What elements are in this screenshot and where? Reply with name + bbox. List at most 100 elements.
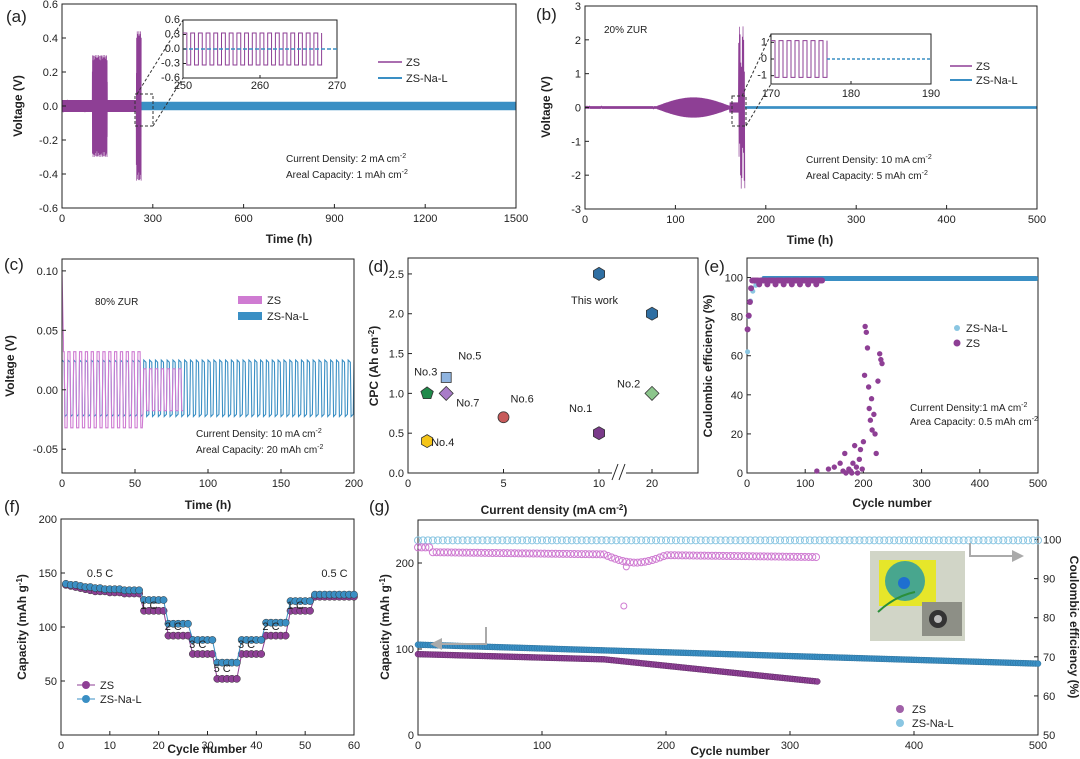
ce-point-zs-na-l	[885, 536, 894, 545]
panel-f-legend: ZS ZS-Na-L	[77, 680, 142, 706]
cpc-point	[593, 266, 605, 281]
inset-y-tick-label: -0.6	[161, 72, 180, 84]
panel-c-annotation-2: Areal Capacity: 20 mAh cm-2	[196, 444, 324, 456]
panel-f: (f) 0 10 20 30 40 50 60 50 100 150 200 0.5 C 1 C 2 C…	[4, 497, 360, 756]
this-work-label: This work	[571, 295, 619, 307]
inset-x-tick-label: 190	[922, 88, 940, 100]
ce-point-zs	[842, 450, 848, 457]
ce-point-zs-na-l	[969, 536, 978, 545]
panel-c-legend: ZS ZS-Na-L	[238, 295, 309, 323]
x-tick-label: 0	[415, 740, 421, 752]
y-tick-label: -3	[571, 204, 581, 216]
panel-e-annotation-1: Current Density:1 mA cm-2	[910, 402, 1027, 414]
y-tick-label: -0.4	[39, 169, 58, 181]
arrow-line	[436, 627, 487, 645]
axis-break-gap	[612, 466, 626, 478]
ce-point-zs-na-l	[914, 536, 923, 545]
legend-nal-marker	[82, 695, 90, 703]
panel-a-inset: 250 260 270 0.6 0.3 0.0 -0.3 -0.6	[134, 14, 346, 127]
ce-point-zs-na-l	[498, 536, 507, 545]
legend-zs-line	[238, 296, 262, 304]
ce-point-zs-na-l	[870, 536, 879, 545]
legend-zs-marker	[896, 705, 904, 713]
ce-point-zs	[745, 312, 752, 319]
panel-d: (d) 0 5 10 200.00.51.01.52.02.5 No.3No.4No.…	[367, 257, 699, 517]
ce-point-zs-na-l	[438, 536, 447, 545]
ce-point-zs	[865, 384, 872, 390]
ce-point-zs-na-l	[825, 536, 834, 545]
ce-point-zs	[825, 466, 832, 472]
ce-point-zs-na-l	[924, 536, 933, 545]
y-tick-label: 20	[731, 429, 743, 441]
ce-point-zs-na-l	[731, 536, 740, 545]
series-zs	[585, 26, 746, 189]
rate-label: 1 C	[140, 600, 157, 612]
y2-tick-label: 90	[1043, 574, 1055, 586]
x-tick-label: 40	[250, 740, 262, 752]
legend-nal-line	[238, 312, 262, 320]
panel-d-frame	[407, 257, 699, 474]
ce-point-zs-na-l	[766, 536, 775, 545]
y-tick-label: -2	[571, 170, 581, 182]
ce-point-zs	[862, 323, 868, 330]
panel-f-rate-labels: 0.5 C 1 C 2 C 3 C 5 C 3 C 2 C 1 C 0.5 C	[87, 568, 348, 675]
ce-point-zs	[840, 468, 846, 474]
panel-label-e: (e)	[704, 257, 725, 276]
panel-b-legend: ZS ZS-Na-L	[950, 61, 1018, 87]
ce-point-zs-na-l	[627, 536, 636, 545]
y-tick-label: 0	[575, 103, 581, 115]
panel-b-series	[585, 26, 1037, 189]
ce-point-zs	[808, 553, 817, 562]
inset-y-tick-label: 0.6	[165, 14, 180, 26]
ce-point-zs-na-l	[696, 536, 705, 545]
capacity-point-zs-na-l	[1034, 660, 1042, 667]
ce-point-zs	[596, 550, 605, 559]
x-tick-label: 0	[59, 478, 65, 490]
cpc-point-label: No.7	[456, 397, 479, 409]
y-tick-label: -0.05	[33, 444, 58, 456]
y-tick-label: 60	[731, 351, 743, 363]
panel-b-inset-series	[771, 40, 931, 78]
inset-y-tick-label: 1	[761, 36, 767, 48]
ce-point-zs	[819, 277, 826, 284]
ce-point-zs-na-l	[617, 536, 626, 545]
ce-point-zs-na-l	[745, 349, 751, 355]
ce-point-zs-na-l	[592, 536, 601, 545]
ce-point-zs-na-l	[845, 536, 854, 545]
panel-label-f: (f)	[4, 497, 20, 516]
ce-point-zs-na-l	[513, 536, 522, 545]
panel-g-legend: ZS ZS-Na-L	[896, 704, 954, 730]
x-tick-label: 200	[657, 740, 675, 752]
ce-point-zs-na-l	[463, 536, 472, 545]
ce-point-zs-na-l	[647, 536, 656, 545]
ce-point-zs-outlier	[620, 602, 628, 610]
capacity-point-zs	[814, 678, 821, 685]
x-tick-label: 30	[201, 740, 213, 752]
ce-point-zs-na-l	[612, 536, 621, 545]
y-tick-label: 0.05	[37, 325, 58, 337]
x-tick-label: 10	[593, 478, 605, 490]
panel-b-annotation-2: Areal Capacity: 5 mAh cm-2	[806, 170, 928, 182]
ce-point-zs-na-l	[508, 536, 517, 545]
cpc-point-label: No.1	[569, 403, 592, 415]
ce-point-zs-na-l	[622, 536, 631, 545]
ce-point-zs-na-l	[805, 536, 814, 545]
y-tick-label: 3	[575, 1, 581, 13]
panel-g-points	[414, 536, 1042, 685]
ce-point-zs-na-l	[1029, 536, 1038, 545]
ce-point-zs-na-l	[542, 536, 551, 545]
panel-label-d: (d)	[368, 257, 389, 276]
ce-point-zs-na-l	[756, 536, 765, 545]
ce-point-zs	[814, 468, 820, 474]
y-tick-label: 2	[575, 35, 581, 47]
ce-point-zs-na-l	[676, 536, 685, 545]
ce-point-zs	[849, 470, 855, 476]
panel-a-ylabel: Voltage (V)	[11, 75, 25, 137]
photo-coin-cell-dot	[934, 615, 942, 623]
rate-label: 5 C	[214, 663, 231, 675]
ce-point-zs-na-l	[786, 536, 794, 545]
y-tick-label: 50	[45, 676, 57, 688]
ce-point-zs-na-l	[994, 536, 1003, 545]
capacity-point-zs-na-l	[257, 636, 266, 644]
ce-point-zs-na-l	[890, 536, 899, 545]
